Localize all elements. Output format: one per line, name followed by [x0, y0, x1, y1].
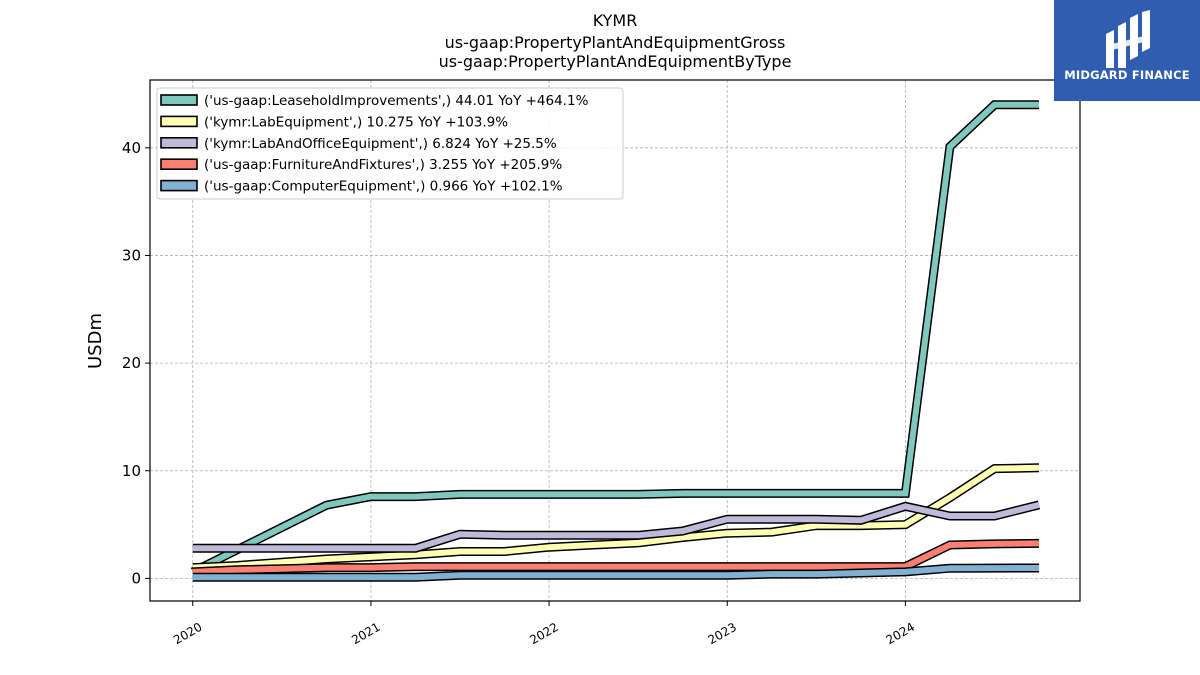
chart-title: KYMR us-gaap:PropertyPlantAndEquipmentGr…	[439, 11, 792, 71]
series-line	[192, 565, 1040, 581]
series-4	[192, 563, 1040, 582]
legend-entry: ('us-gaap:ComputerEquipment',) 0.966 YoY…	[204, 179, 563, 195]
y-tick-label: 30	[122, 246, 141, 264]
series-1	[192, 463, 1040, 573]
series-0	[190, 100, 1040, 576]
series-layer	[190, 100, 1041, 582]
series-3	[192, 538, 1040, 577]
brand-name: MIDGARD FINANCE	[1064, 68, 1190, 82]
series-line	[192, 540, 1040, 575]
midgard-logo-icon	[1106, 10, 1150, 68]
legend-entry: ('us-gaap:LeaseholdImprovements',) 44.01…	[204, 93, 589, 109]
legend-swatch	[160, 115, 198, 128]
legend-swatch	[160, 179, 198, 192]
x-tick-label: 2021	[349, 620, 382, 647]
legend-swatch	[160, 158, 198, 170]
title-line-2: us-gaap:PropertyPlantAndEquipmentGross	[445, 33, 786, 52]
plot-area-frame	[149, 79, 1081, 602]
legend-entry: ('kymr:LabEquipment',) 10.275 YoY +103.9…	[204, 114, 508, 130]
series-line	[191, 101, 1040, 575]
legend: ('us-gaap:LeaseholdImprovements',) 44.01…	[156, 87, 624, 200]
legend-entry: ('us-gaap:FurnitureAndFixtures',) 3.255 …	[204, 157, 562, 173]
legend-swatch	[160, 94, 198, 106]
brand-logo: MIDGARD FINANCE	[1054, 0, 1200, 101]
title-line-3: us-gaap:PropertyPlantAndEquipmentByType	[439, 52, 792, 71]
x-tick-label: 2023	[706, 620, 739, 647]
x-tick-label: 2022	[527, 620, 560, 647]
series-line	[192, 464, 1040, 571]
x-tick-label: 2020	[171, 620, 204, 647]
legend-swatch	[160, 137, 198, 149]
series-2	[192, 500, 1041, 553]
x-tick-label: 2024	[884, 620, 917, 647]
y-tick-label: 20	[122, 354, 141, 372]
legend-box	[156, 87, 624, 200]
y-axis-label: USDm	[85, 313, 106, 369]
y-tick-label: 40	[122, 139, 141, 157]
title-line-1: KYMR	[593, 11, 638, 30]
series-line	[192, 501, 1040, 552]
y-tick-label: 0	[131, 569, 141, 587]
legend-entry: ('kymr:LabAndOfficeEquipment',) 6.824 Yo…	[204, 136, 557, 152]
y-tick-label: 10	[122, 462, 141, 480]
